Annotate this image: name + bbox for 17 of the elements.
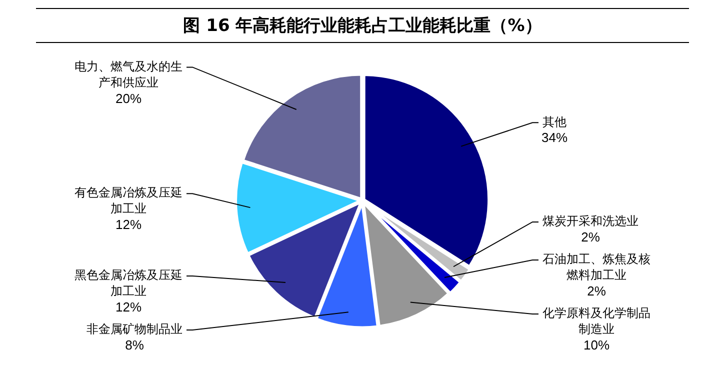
data-label: 8% [125,338,144,353]
data-label: 2% [581,230,600,245]
data-label: 12% [115,300,142,315]
slice-label: 其他 [542,114,566,129]
data-label: 20% [115,90,142,106]
slice-label: 黑色金属冶炼及压延加工业 [74,268,182,298]
data-label: 10% [583,338,610,353]
slice-label: 化学原料及化学制品制造业 [542,306,650,336]
slice-label: 非金属矿物制品业 [86,322,182,336]
slice-label: 电力、燃气及水的生产和供应业 [74,59,182,90]
slice-label: 石油加工、炼焦及核燃料加工业 [542,252,650,282]
data-label: 34% [541,130,568,146]
data-label: 2% [587,284,606,299]
slice-label: 煤炭开采和洗选业 [542,214,638,228]
slice-label: 有色金属冶炼及压延加工业 [74,186,182,216]
chart-title: 图 16 年高耗能行业能耗占工业能耗比重（%） [36,8,689,43]
data-label: 12% [115,217,142,232]
